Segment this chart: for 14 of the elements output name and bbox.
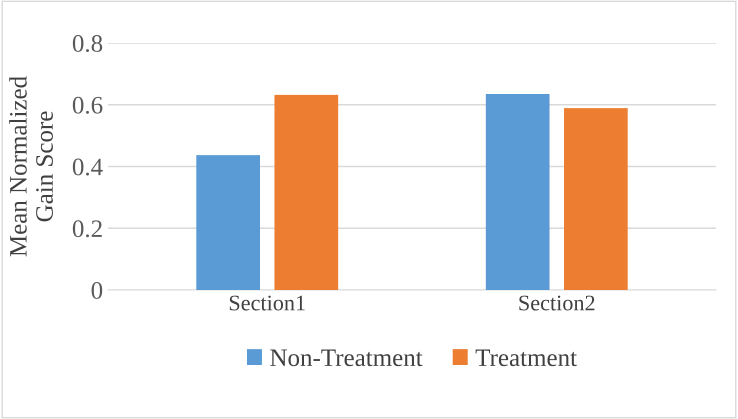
y-tick-label: 0.4 bbox=[72, 158, 103, 176]
bar bbox=[274, 94, 338, 290]
bar bbox=[564, 108, 628, 290]
y-tick-label: 0 bbox=[92, 282, 102, 299]
legend-label: Treatment bbox=[476, 350, 577, 366]
x-tick-label: Section2 bbox=[519, 296, 594, 310]
y-axis-title: Mean Normalized Gain Score bbox=[9, 76, 53, 256]
x-tick-label: Section1 bbox=[230, 296, 305, 310]
bar bbox=[486, 94, 550, 290]
bar bbox=[196, 155, 260, 290]
y-tick-label: 0.2 bbox=[72, 220, 102, 238]
legend-label: Non-Treatment bbox=[270, 350, 423, 366]
y-tick-label: 0.8 bbox=[72, 35, 102, 52]
y-tick-label: 0.6 bbox=[72, 96, 102, 114]
